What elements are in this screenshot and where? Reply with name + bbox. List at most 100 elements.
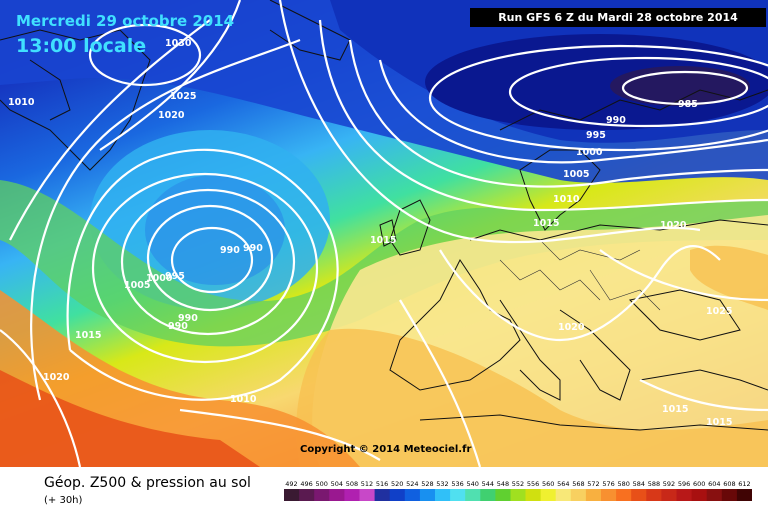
isobar-label: 1020 [558,322,585,333]
scale-swatch [344,489,360,501]
scale-tick-label: 584 [633,480,645,488]
scale-swatch [450,489,466,501]
weather-map: 1030 1025 1020 1010 990 990 1000 995 100… [0,0,768,467]
isobar-label: 990 [168,321,188,332]
map-canvas: 1030 1025 1020 1010 990 990 1000 995 100… [0,0,768,467]
z500-hot-southwest [0,370,260,467]
scale-swatch [555,489,572,501]
scale-swatch [329,489,345,501]
scale-swatch [646,489,662,501]
scale-swatch [510,489,527,501]
isobar-label: 995 [165,271,185,282]
scale-swatch [284,489,300,501]
scale-swatch [374,489,391,501]
isobar-label: 1010 [8,97,35,108]
scale-swatch [631,489,647,501]
z500-low-core-north [425,34,768,130]
scale-swatch [495,489,511,501]
scale-swatch [736,489,752,501]
scale-tick-label: 608 [723,480,735,488]
isobar-label: 1025 [706,306,732,317]
isobar-label: 1015 [706,417,732,428]
scale-swatch [525,489,542,501]
color-scale: 492 496 500 504 508 512 516 520 524 528 532 536 540 5… [284,480,752,501]
scale-tick-label: 536 [451,480,463,488]
z500-warm-europe-orange [296,328,768,467]
run-info: Run GFS 6 Z du Mardi 28 octobre 2014 [470,8,766,27]
scale-swatch [359,489,376,501]
scale-tick-label: 504 [331,480,343,488]
isobar-label: 990 [243,243,263,254]
scale-tick-label: 604 [708,480,720,488]
isobar-label-group: 1030 1025 1020 1010 990 990 1000 995 100… [8,38,732,428]
scale-tick-label: 580 [617,480,629,488]
isobar-label: 1000 [576,147,603,158]
scale-swatch [435,489,451,501]
isobar-label: 1015 [370,235,396,246]
scale-tick-label: 564 [557,480,569,488]
scale-tick-label: 528 [421,480,433,488]
z500-atlantic-trough-core [145,175,285,285]
isobar-label: 1015 [533,218,559,229]
isobar-label: 1000 [146,273,173,284]
scale-tick-label: 588 [648,480,660,488]
scale-swatch [616,489,632,501]
isobar-label: 1030 [165,38,192,49]
scale-swatch [585,489,602,501]
scale-tick-label: 552 [512,480,524,488]
scale-swatch [661,489,677,501]
isobar-label: 1015 [75,330,101,341]
scale-tick-label: 548 [497,480,509,488]
isobar-label: 1020 [660,220,687,231]
scale-swatch [721,489,738,501]
scale-tick-label: 556 [527,480,539,488]
scale-tick-label: 516 [376,480,388,488]
scale-tick-label: 524 [406,480,418,488]
isobar-label: 1025 [170,91,196,102]
isobar-label: 990 [220,245,240,256]
scale-swatch [314,489,330,501]
forecast-date: Mercredi 29 octobre 2014 [16,12,235,30]
scale-swatch [570,489,587,501]
scale-tick-label: 572 [587,480,599,488]
scale-swatch [480,489,496,501]
scale-tick-label: 492 [285,480,297,488]
forecast-time: 13:00 locale [16,35,147,57]
scale-swatch [706,489,723,501]
z500-warm-east [690,245,768,310]
scale-tick-label: 544 [482,480,494,488]
isobar-label: 1015 [662,404,688,415]
isobar-label: 995 [586,130,606,141]
isobar-label: 1020 [158,110,185,121]
scale-tick-label: 500 [315,480,327,488]
scale-tick-label: 512 [361,480,373,488]
scale-swatch [540,489,557,501]
legend-subtitle: (+ 30h) [44,495,83,506]
scale-swatch [404,489,421,501]
scale-tick-label: 560 [542,480,554,488]
scale-swatch [419,489,436,501]
scale-tick-label: 612 [738,480,750,488]
borders [499,239,661,311]
scale-tick-label: 596 [678,480,690,488]
scale-swatch [691,489,708,501]
scale-tick-label: 540 [466,480,478,488]
copyright: Copyright © 2014 Meteociel.fr [300,444,472,455]
scale-swatch [601,489,617,501]
scale-tick-label: 592 [663,480,675,488]
scale-tick-label: 600 [693,480,705,488]
scale-tick-label: 532 [436,480,448,488]
scale-tick-label: 520 [391,480,403,488]
isobar-label: 1005 [124,280,150,291]
scale-swatch [465,489,481,501]
scale-tick-label: 568 [572,480,584,488]
scale-tick-label: 576 [602,480,614,488]
legend-footer: Géop. Z500 & pression au sol (+ 30h) 492… [0,467,768,512]
scale-tick-label: 496 [300,480,312,488]
isobar-label: 1010 [553,194,580,205]
isobar-label: 1020 [43,372,70,383]
scale-swatch [299,489,315,501]
isobar-label: 1005 [563,169,589,180]
isobar-label: 985 [678,99,698,110]
scale-tick-label: 508 [346,480,358,488]
